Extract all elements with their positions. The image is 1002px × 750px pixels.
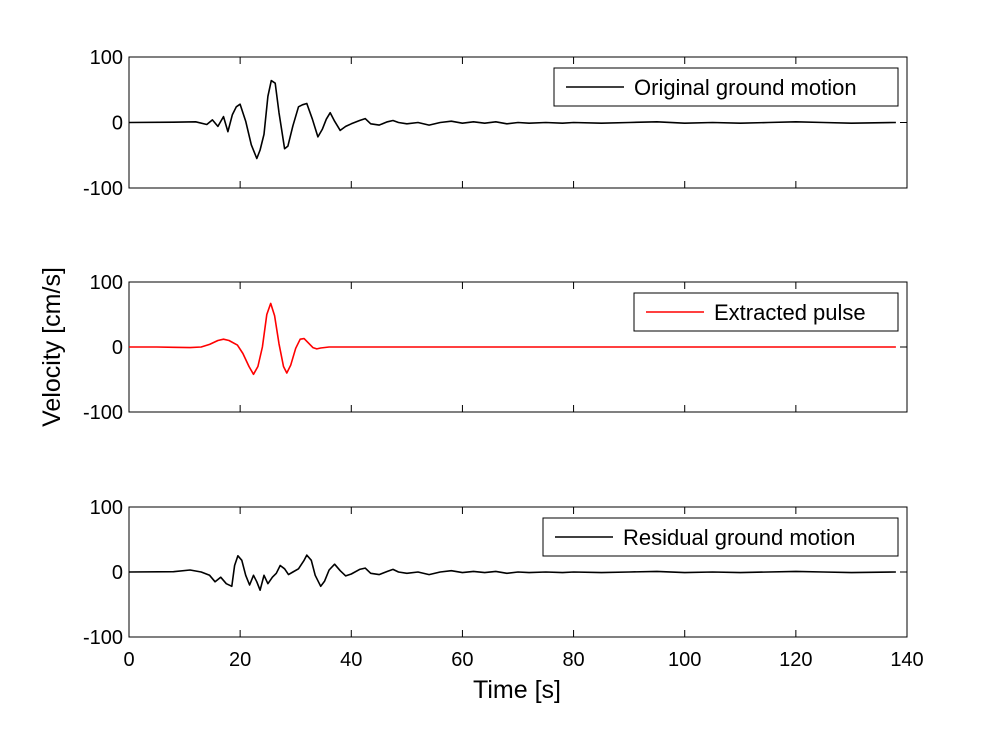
y-tick-label: 100 — [90, 272, 123, 294]
series-line — [128, 79, 896, 160]
legend-entry: Residual ground motion — [623, 525, 855, 550]
subplot-1: 100 0 -100 Original ground motion — [83, 47, 908, 200]
x-axis-label: Time [s] — [473, 676, 561, 704]
series-line — [129, 302, 896, 376]
x-tick-label: 80 — [562, 649, 584, 671]
subplot-2: 100 0 -100 Extracted pulse — [83, 272, 908, 424]
legend: Original ground motion — [553, 67, 899, 107]
y-tick-label: -100 — [83, 402, 123, 424]
legend: Residual ground motion — [542, 517, 899, 557]
y-tick-label: 100 — [90, 47, 123, 69]
x-tick-label: 100 — [668, 649, 701, 671]
y-axis-label: Velocity [cm/s] — [38, 267, 66, 427]
legend-entry: Original ground motion — [634, 75, 857, 100]
x-tick-label: 0 — [123, 649, 134, 671]
legend: Extracted pulse — [633, 292, 899, 332]
y-tick-label: 0 — [112, 337, 123, 359]
y-tick-label: 100 — [90, 497, 123, 519]
y-tick-label: 0 — [112, 113, 123, 135]
y-tick-label: -100 — [83, 627, 123, 649]
x-tick-label: 40 — [340, 649, 362, 671]
series-line — [128, 554, 896, 591]
legend-entry: Extracted pulse — [714, 300, 866, 325]
x-tick-label: 20 — [229, 649, 251, 671]
x-tick-label: 120 — [779, 649, 812, 671]
x-tick-label: 140 — [890, 649, 923, 671]
y-tick-label: 0 — [112, 562, 123, 584]
x-tick-label: 60 — [451, 649, 473, 671]
y-tick-label: -100 — [83, 178, 123, 200]
